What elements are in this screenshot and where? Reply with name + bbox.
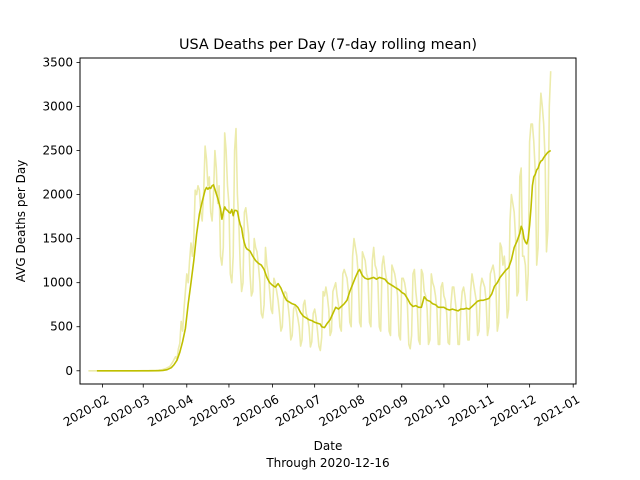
y-axis: 0 500 1000 1500 2000 2500 3000 3500 xyxy=(42,55,80,378)
y-axis-label: AVG Deaths per Day xyxy=(14,160,28,283)
y-tick-label: 0 xyxy=(65,364,73,378)
series-layer xyxy=(88,71,552,372)
series-line-daily xyxy=(88,71,552,372)
y-tick-label: 2500 xyxy=(42,144,73,158)
x-axis-sublabel: Through 2020-12-16 xyxy=(265,456,389,470)
y-tick-label: 3000 xyxy=(42,99,73,113)
x-axis-label: Date xyxy=(314,439,343,453)
chart-title: USA Deaths per Day (7-day rolling mean) xyxy=(179,37,477,53)
series-line-rolling-mean-7day xyxy=(96,149,552,372)
y-tick-label: 1500 xyxy=(42,232,73,246)
y-tick-label: 500 xyxy=(50,320,73,334)
plot-frame xyxy=(79,57,577,385)
y-tick-label: 3500 xyxy=(42,55,73,69)
y-tick-label: 1000 xyxy=(42,276,73,290)
y-tick-label: 2000 xyxy=(42,188,73,202)
